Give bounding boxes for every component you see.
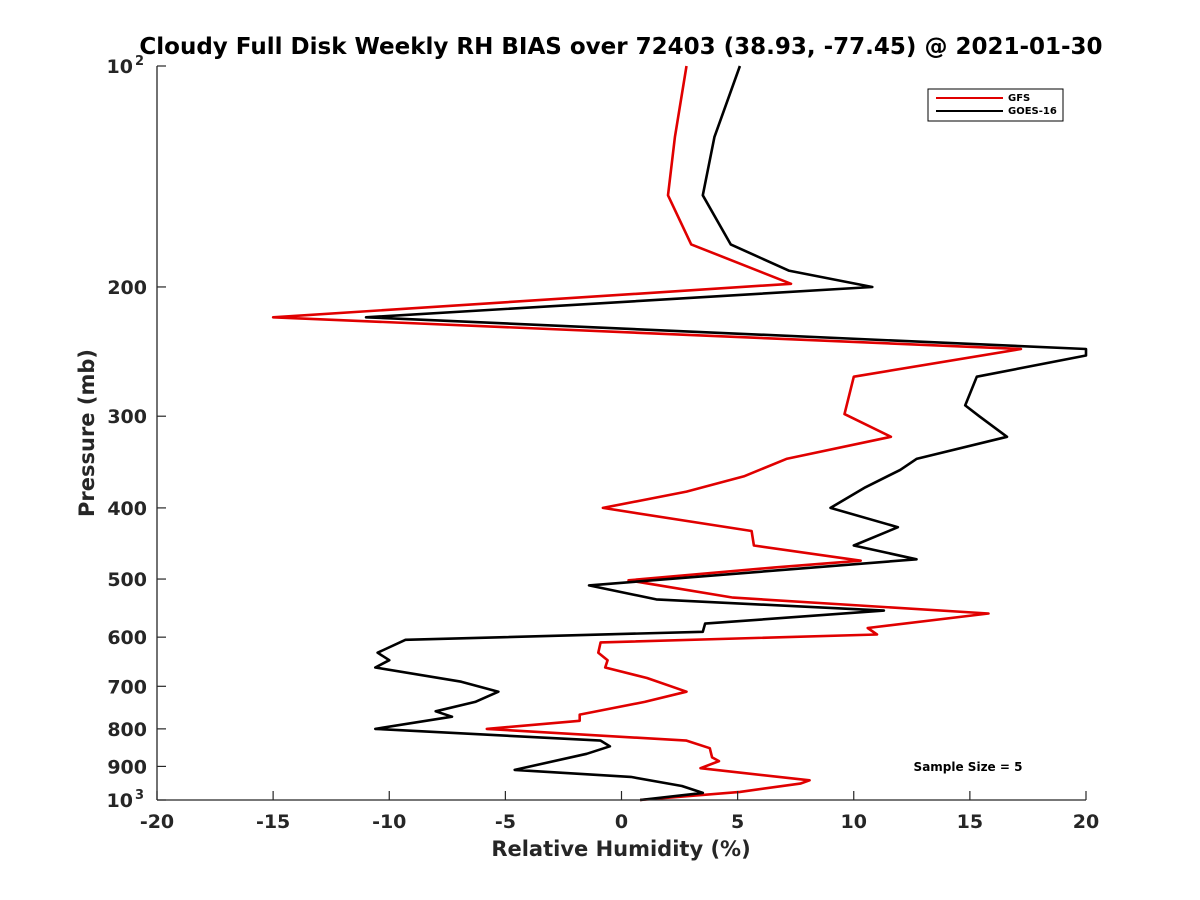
y-tick-label-exponent: 3 xyxy=(135,788,144,803)
legend: GFS GOES-16 xyxy=(927,88,1064,122)
x-tick-label: 15 xyxy=(957,811,983,833)
series-layer xyxy=(271,65,1088,802)
x-tick-label: -10 xyxy=(372,811,406,833)
sample-size-annotation: Sample Size = 5 xyxy=(914,760,1023,774)
y-tick-label-base: 10 xyxy=(107,790,133,812)
x-axis-label: Relative Humidity (%) xyxy=(491,837,750,861)
y-tick-label: 400 xyxy=(107,498,147,520)
legend-gfs-label: GFS xyxy=(1008,93,1030,104)
y-tick-label: 600 xyxy=(107,627,147,649)
x-axis-ticks: -20 -15 -10 -5 0 5 10 15 20 xyxy=(140,791,1099,833)
y-tick-label: 200 xyxy=(107,277,147,299)
y-tick-label: 700 xyxy=(107,676,147,698)
legend-box xyxy=(927,88,1064,122)
x-tick-label: 20 xyxy=(1073,811,1099,833)
y-tick-label: 500 xyxy=(107,569,147,591)
series-line-gfs xyxy=(271,65,1023,802)
legend-goes16-label: GOES-16 xyxy=(1008,106,1057,117)
y-tick-label-exponent: 2 xyxy=(135,54,144,69)
x-tick-label: 10 xyxy=(841,811,867,833)
y-tick-label: 300 xyxy=(107,406,147,428)
y-tick-label-base: 10 xyxy=(107,56,133,78)
chart-title: Cloudy Full Disk Weekly RH BIAS over 724… xyxy=(139,34,1102,60)
x-tick-label: 0 xyxy=(615,811,628,833)
series-line-goes-16 xyxy=(364,65,1088,802)
y-tick-label: 800 xyxy=(107,719,147,741)
x-tick-label: 5 xyxy=(731,811,744,833)
x-tick-label: -20 xyxy=(140,811,174,833)
x-tick-label: -15 xyxy=(256,811,290,833)
plot-area xyxy=(157,66,1086,800)
y-axis-label: Pressure (mb) xyxy=(75,349,99,517)
y-tick-label: 900 xyxy=(107,756,147,778)
x-tick-label: -5 xyxy=(495,811,516,833)
